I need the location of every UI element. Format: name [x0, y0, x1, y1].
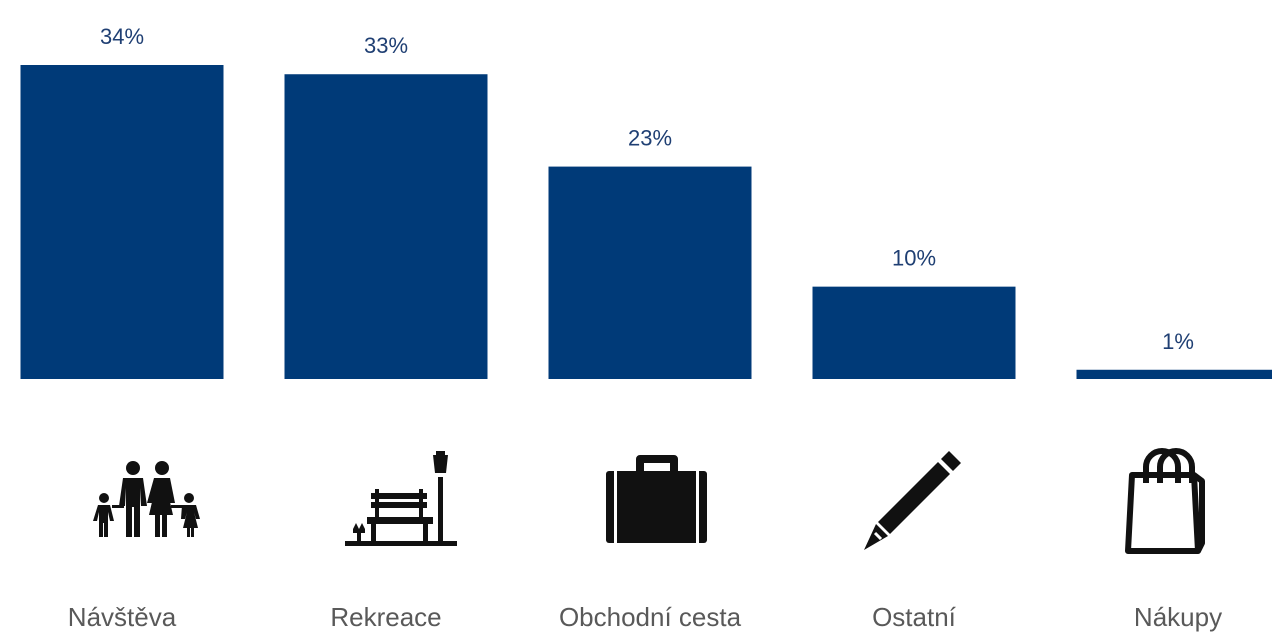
category-label-3: Obchodní cesta [559, 602, 742, 632]
bars-group [20, 65, 1272, 379]
value-label-1: 34% [100, 24, 144, 49]
value-label-3: 23% [628, 126, 672, 151]
bar-1 [20, 65, 224, 379]
bar-4 [812, 286, 1016, 379]
category-label-1: Návštěva [68, 602, 177, 632]
value-label-4: 10% [892, 246, 936, 271]
family-icon [88, 447, 218, 577]
briefcase-icon [592, 447, 722, 577]
bar-5 [1076, 369, 1272, 379]
pencil-icon [855, 445, 985, 575]
value-label-2: 33% [364, 33, 408, 58]
shopping-bag-icon [1120, 443, 1250, 573]
category-labels-group: Návštěva Rekreace Obchodní cesta Ostatní Nák… [68, 602, 1222, 632]
value-labels-group: 34% 33% 23% 10% 1% [100, 24, 1194, 354]
park-bench-icon [345, 447, 475, 577]
bar-3 [548, 166, 752, 379]
category-label-5: Nákupy [1134, 602, 1222, 632]
category-label-4: Ostatní [872, 602, 957, 632]
category-label-2: Rekreace [330, 602, 441, 632]
bar-2 [284, 74, 488, 379]
value-label-5: 1% [1162, 329, 1194, 354]
